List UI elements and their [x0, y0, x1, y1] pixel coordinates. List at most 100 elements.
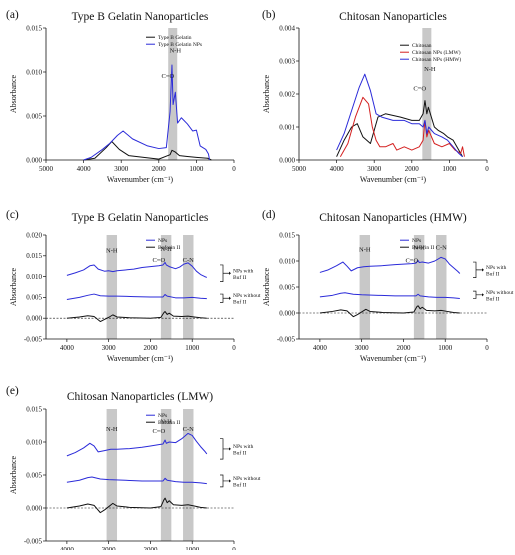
y-tick-label-d-1: 0.000: [279, 309, 295, 317]
band-c-2: [183, 235, 194, 339]
x-tick-label-c-4: 0: [232, 344, 236, 352]
y-axis-label-c: Absorbance: [9, 267, 18, 306]
y-tick-label-b-3: 0.003: [279, 57, 295, 65]
panel-e: (e) Chitosan Nanoparticles (LMW) 4000 3000 2…: [6, 385, 261, 554]
panel-title-b: Chitosan Nanoparticles: [339, 11, 447, 23]
series-d-1: [319, 292, 460, 299]
annotation-d-3: C-N: [436, 245, 448, 252]
bracket-label-e-1-0: NPs without: [233, 476, 261, 482]
series-a-0: [83, 141, 212, 161]
bracket-label-e-0-0: NPs with: [233, 444, 254, 450]
x-tick-label-a-1: 4000: [77, 165, 92, 173]
bracket-arrow-e-0: [229, 447, 231, 451]
x-tick-label-b-2: 3000: [367, 165, 382, 173]
x-tick-label-e-0: 4000: [60, 546, 75, 550]
panel-b: (b) Chitosan Nanoparticles 5000 4000 3000 200…: [262, 9, 489, 184]
y-tick-label-a-2: 0.010: [26, 68, 42, 76]
x-tick-label-e-1: 3000: [102, 546, 117, 550]
panel-title-a: Type B Gelatin Nanoparticles: [72, 11, 209, 23]
annotation-a-1: C=O: [161, 73, 174, 80]
y-tick-label-a-0: 0.000: [26, 156, 42, 164]
x-tick-label-d-0: 4000: [313, 344, 328, 352]
x-axis-label-c: Wavenumber (cm⁻¹): [107, 354, 174, 363]
y-tick-label-c-2: 0.005: [26, 294, 42, 302]
legend-label-c-1: Buforin II: [158, 244, 180, 251]
bracket-arrow-d-1: [482, 293, 484, 297]
y-tick-label-a-1: 0.005: [26, 112, 42, 120]
x-tick-label-c-3: 1000: [185, 344, 200, 352]
series-b-0: [336, 100, 463, 157]
x-tick-label-b-4: 1000: [442, 165, 457, 173]
x-tick-label-d-1: 3000: [355, 344, 370, 352]
series-c-2: [66, 311, 207, 323]
x-tick-label-a-3: 2000: [152, 165, 167, 173]
y-tick-label-b-0: 0.000: [279, 156, 295, 164]
x-axis-label-b: Wavenumber (cm⁻¹): [360, 175, 427, 184]
y-tick-label-b-4: 0.004: [279, 24, 295, 32]
annotation-c-2: C=O: [152, 257, 165, 264]
y-axis-label-b: Absorbance: [262, 74, 271, 113]
bracket-label-c-1-0: NPs without: [233, 293, 261, 299]
series-a-1: [83, 64, 211, 161]
legend-label-e-0: NPs: [158, 413, 167, 419]
y-tick-label-c-0: -0.005: [24, 335, 43, 343]
panel-c: (c) Type B Gelatin Nanoparticles 4000 3000 2…: [6, 209, 261, 363]
bracket-d-0: [473, 261, 482, 278]
bracket-label-c-0-0: NPs with: [233, 268, 254, 274]
legend-label-c-0: NPs: [158, 238, 167, 244]
panel-d: (d) Chitosan Nanoparticles (HMW) 4000 3000 2…: [262, 209, 514, 363]
annotation-b-1: C=O: [413, 86, 426, 93]
legend-label-a-0: Type B Gelatin: [158, 35, 192, 41]
y-tick-label-a-3: 0.015: [26, 24, 42, 32]
bracket-label-d-0-0: NPs with: [486, 265, 507, 271]
panel-title-c: Type B Gelatin Nanoparticles: [72, 212, 209, 224]
annotation-d-0: N-H: [359, 247, 371, 254]
annotation-b-0: N-H: [424, 66, 436, 73]
panel-title-e: Chitosan Nanoparticles (LMW): [67, 391, 213, 403]
bracket-c-1: [220, 293, 229, 303]
x-tick-label-e-3: 1000: [185, 546, 200, 550]
y-axis-label-a: Absorbance: [9, 74, 18, 113]
band-e-0: [106, 409, 118, 541]
series-e-1: [66, 476, 207, 485]
series-e-0: [66, 432, 208, 457]
bracket-arrow-c-1: [229, 296, 231, 300]
x-tick-label-d-2: 2000: [396, 344, 411, 352]
bracket-label-d-0-1: Buf II: [486, 270, 499, 277]
y-tick-label-c-3: 0.010: [26, 273, 42, 281]
x-tick-label-c-1: 3000: [102, 344, 117, 352]
panel-label-c: (c): [6, 209, 19, 221]
x-tick-label-e-2: 2000: [143, 546, 158, 550]
x-tick-label-d-4: 0: [485, 344, 489, 352]
bracket-arrow-c-0: [229, 271, 231, 275]
y-tick-label-d-0: -0.005: [277, 335, 296, 343]
annotation-e-1: N-H: [160, 419, 172, 426]
bracket-e-1: [220, 474, 229, 488]
x-tick-label-a-0: 5000: [39, 165, 54, 173]
annotation-e-2: C=O: [152, 428, 165, 435]
x-tick-label-a-4: 1000: [189, 165, 204, 173]
panel-title-d: Chitosan Nanoparticles (HMW): [319, 212, 467, 224]
y-tick-label-c-5: 0.020: [26, 231, 42, 239]
y-tick-label-d-2: 0.005: [279, 283, 295, 291]
x-tick-label-d-3: 1000: [438, 344, 453, 352]
series-b-2: [336, 73, 463, 158]
x-tick-label-a-2: 3000: [114, 165, 129, 173]
y-tick-label-c-4: 0.015: [26, 252, 42, 260]
x-axis-label-d: Wavenumber (cm⁻¹): [360, 354, 427, 363]
y-tick-label-d-3: 0.010: [279, 257, 295, 265]
y-tick-label-e-0: -0.005: [24, 537, 43, 545]
series-b-1: [339, 96, 465, 157]
bracket-label-c-0-1: Buf II: [233, 274, 246, 281]
y-tick-label-b-1: 0.001: [279, 123, 295, 131]
x-tick-label-c-2: 2000: [143, 344, 158, 352]
legend-label-d-0: NPs: [412, 238, 421, 244]
panel-label-e: (e): [6, 385, 19, 397]
x-tick-label-c-0: 4000: [60, 344, 75, 352]
annotation-d-1: N-H: [413, 245, 425, 252]
y-axis-label-d: Absorbance: [262, 267, 271, 306]
band-c-1: [160, 235, 172, 339]
bracket-label-e-0-1: Buf II: [233, 449, 246, 456]
